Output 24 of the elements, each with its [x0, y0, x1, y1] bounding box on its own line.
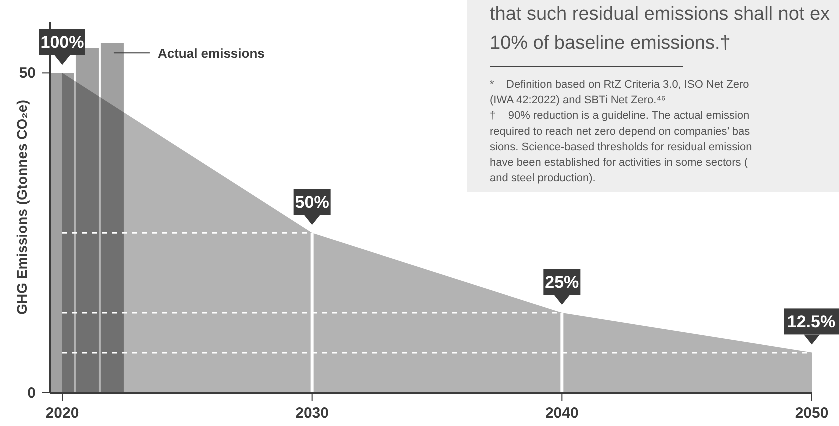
- annotation: and steel production).: [490, 172, 596, 185]
- annotation: have been established for activities in some sectors (: [490, 157, 748, 169]
- annotation: that such residual emissions shall not ex: [490, 4, 831, 25]
- y-tick-label: 0: [28, 385, 36, 402]
- annotation: required to reach net zero depend on companies’ bas: [490, 126, 751, 138]
- annotation: * Definition based on RtZ Criteria 3.0, ISO Net Zero: [490, 79, 750, 91]
- annotation: (IWA 42:2022) and SBTi Net Zero.⁴⁶: [490, 94, 666, 107]
- bar: [50, 73, 74, 393]
- x-tick-label: 2030: [296, 405, 330, 422]
- annotation: 12.5%: [787, 312, 836, 332]
- annotation: 25%: [545, 273, 580, 292]
- x-tick-label: 2040: [545, 405, 579, 422]
- bar: [76, 48, 99, 393]
- y-axis-title: GHG Emissions (Gtonnes CO₂e): [14, 100, 30, 315]
- annotation: sions. Science-based thresholds for residual emission: [490, 141, 752, 154]
- x-tick-label: 2020: [46, 405, 80, 422]
- y-tick-label: 50: [19, 65, 36, 82]
- annotation: 50%: [295, 193, 330, 212]
- annotation: 10% of baseline emissions.†: [490, 33, 731, 54]
- x-tick-label: 2050: [795, 405, 829, 422]
- annotation: † 90% reduction is a guideline. The actual emission: [490, 110, 750, 122]
- annotation: 100%: [40, 33, 84, 52]
- bar: [100, 43, 124, 393]
- text: Actual emissions: [158, 46, 265, 62]
